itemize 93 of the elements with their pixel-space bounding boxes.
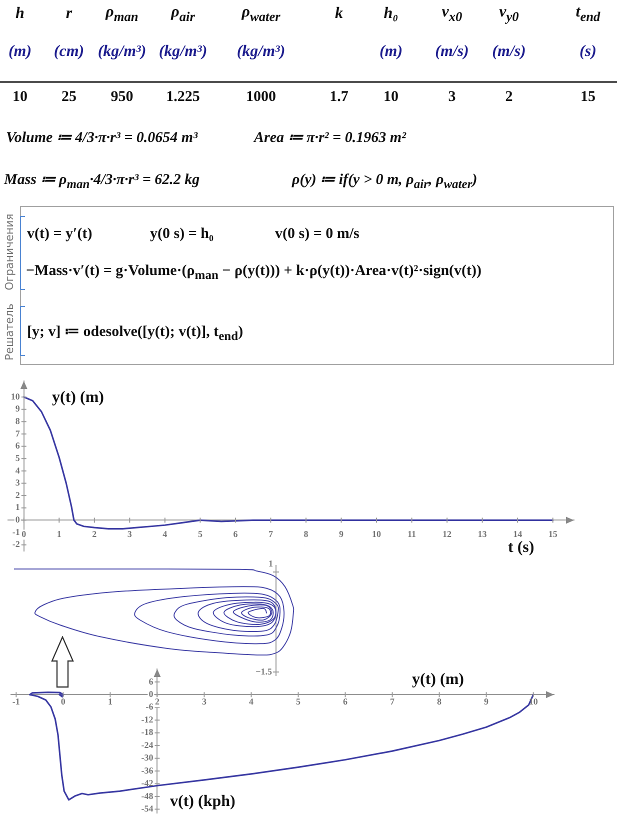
- y-tick-label: 4: [15, 465, 20, 476]
- x-tick-label: 3: [202, 696, 207, 706]
- text: h₀: [384, 5, 398, 23]
- x-tick-label: 7: [390, 696, 396, 706]
- text: (cm): [54, 43, 84, 61]
- y-tick-label: -6: [146, 702, 154, 712]
- y-axis-title: y(t) (m): [52, 389, 104, 406]
- text: Ограничения: [2, 214, 16, 290]
- x-axis-title: y(t) (m): [412, 671, 464, 688]
- y-tick-label: 6: [148, 676, 154, 686]
- x-tick-label: 12: [442, 529, 452, 540]
- x-tick-label: 3: [127, 529, 132, 540]
- x-tick-label: 8: [437, 696, 442, 706]
- x-tick-label: 5: [198, 529, 203, 540]
- y-tick-label: -36: [141, 765, 154, 776]
- text: 1000: [246, 88, 276, 106]
- text: 10: [384, 88, 398, 106]
- text: ρ(y) ≔ if(y > 0 m, ρ$_{air}$, ρ$_{water}$): [292, 172, 478, 192]
- y-tick-label: -48: [141, 790, 154, 801]
- text: ρ$_{water}$: [242, 4, 280, 24]
- text: 1.225: [166, 88, 200, 106]
- y-tick-label: 1: [15, 502, 20, 512]
- text: ρ$_{man}$: [106, 4, 138, 24]
- x-tick-label: 15: [548, 529, 558, 540]
- text: r: [66, 5, 72, 23]
- x-tick-label: 6: [343, 696, 348, 706]
- text: v(t) = y′(t): [27, 226, 92, 242]
- annotation: −1.5: [256, 666, 272, 676]
- y-tick-label: 0: [148, 688, 154, 699]
- text: v(0 s) = 0 m/s: [275, 226, 360, 242]
- x-tick-label: 4: [162, 529, 168, 540]
- x-tick-label: 0: [22, 529, 27, 540]
- x-tick-label: 2: [92, 529, 98, 540]
- x-axis-title: t (s): [508, 539, 534, 556]
- y-tick-label: -54: [141, 804, 154, 814]
- text: ρ$_{air}$: [171, 4, 195, 24]
- x-tick-label: 9: [484, 696, 490, 706]
- text: (m): [379, 43, 403, 61]
- y-tick-label: 6: [15, 440, 20, 451]
- text: 950: [110, 88, 134, 106]
- text: −Mass·v′(t) = g·Volume·(ρ$_{man}$ − ρ(y(t))) + k·ρ(y(t))·Area·v(t)²·sign(v(t)): [26, 263, 482, 283]
- y-tick-label: 10: [10, 391, 20, 402]
- text: Решатель: [2, 304, 16, 360]
- text: Mass ≔ ρ$_{man}$·4/3·π·r³ = 62.2 kg: [4, 172, 200, 192]
- text: y(0 s) = h₀: [150, 226, 214, 242]
- text: (m/s): [492, 43, 526, 61]
- x-tick-label: 7: [268, 529, 274, 540]
- text: 1: [268, 558, 273, 568]
- y-tick-label: -18: [141, 727, 154, 738]
- y-tick-label: 7: [15, 428, 20, 438]
- y-tick-label: -12: [141, 714, 154, 724]
- y-tick-label: -24: [141, 740, 154, 750]
- text: Volume ≔ 4/3·π·r³ = 0.0654 m³: [6, 130, 198, 146]
- text: (s): [580, 43, 596, 61]
- text: 15: [580, 88, 596, 106]
- text: [y; v] ≔ odesolve([y(t); v(t)], t$_{end}$): [27, 324, 244, 344]
- x-tick-label: 13: [478, 529, 488, 540]
- text: (m): [8, 43, 32, 61]
- x-tick-label: 1: [56, 529, 62, 540]
- text: (kg/m³): [236, 43, 286, 61]
- y-tick-label: 8: [15, 416, 20, 426]
- y-tick-label: 0: [15, 514, 20, 525]
- text: (m/s): [435, 43, 469, 61]
- y-tick-label: 9: [15, 404, 20, 414]
- text: 2: [505, 88, 513, 106]
- text: (kg/m³): [98, 43, 146, 61]
- text: t$_{end}$: [576, 4, 600, 24]
- x-tick-label: 1: [108, 696, 113, 706]
- x-tick-label: 14: [513, 529, 523, 540]
- y-tick-label: -2: [12, 539, 20, 550]
- x-tick-label: 8: [304, 529, 309, 540]
- y-tick-label: 5: [15, 452, 20, 463]
- x-tick-label: 6: [233, 529, 238, 540]
- text: k: [335, 5, 343, 23]
- text: Area ≔ π·r² = 0.1963 m²: [254, 130, 406, 146]
- y-tick-label: -30: [141, 752, 154, 763]
- text: v$_{x0}$: [442, 4, 462, 24]
- y-tick-label: 3: [15, 478, 20, 488]
- text: v$_{y0}$: [499, 4, 519, 24]
- x-tick-label: 9: [339, 529, 344, 540]
- x-tick-label: 4: [248, 696, 254, 706]
- text: 3: [448, 88, 456, 106]
- text: 1.7: [330, 88, 348, 106]
- x-tick-label: 0: [60, 696, 66, 706]
- text: h: [16, 5, 24, 23]
- y-axis-title: v(t) (kph): [170, 793, 236, 810]
- x-tick-label: 10: [372, 529, 382, 540]
- x-tick-label: 5: [296, 696, 301, 706]
- y-tick-label: 2: [15, 490, 20, 500]
- text: (kg/m³): [158, 43, 208, 61]
- y-tick-label: -42: [141, 778, 154, 788]
- x-tick-label: 11: [408, 529, 417, 540]
- text: 25: [62, 88, 76, 106]
